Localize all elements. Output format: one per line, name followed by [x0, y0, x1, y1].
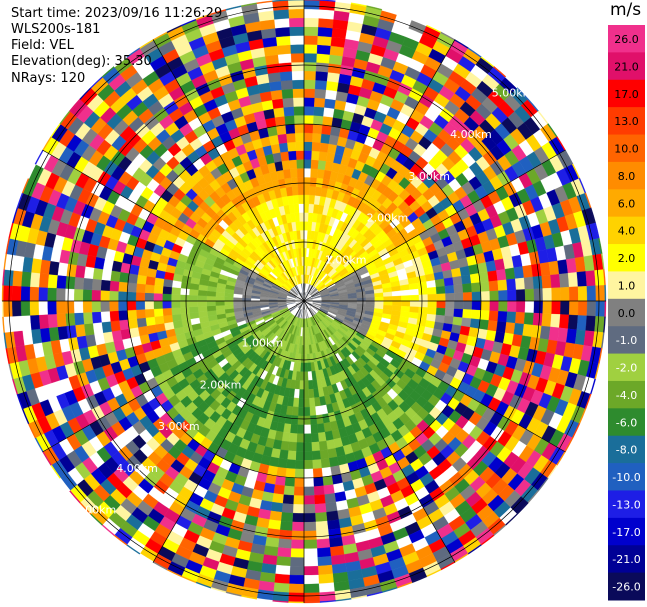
colorbar-tick-label: 1.0: [618, 279, 636, 292]
colorbar-tick-label: -6.0: [616, 416, 637, 429]
velocity-cell: [303, 0, 320, 1]
colorbar-tick-label: 13.0: [614, 115, 639, 128]
colorbar-tick-label: -8.0: [616, 444, 637, 457]
colorbar-tick-label: 26.0: [614, 33, 639, 46]
colorbar-tick-label: 21.0: [614, 60, 639, 73]
colorbar-tick-label: -10.0: [612, 471, 640, 484]
colorbar-tick-label: 6.0: [618, 197, 636, 210]
colorbar-tick-label: -4.0: [616, 389, 637, 402]
colorbar-tick-label: -21.0: [612, 553, 640, 566]
colorbar-tick-label: -13.0: [612, 498, 640, 511]
colorbar-tick-label: -26.0: [612, 581, 640, 594]
colorbar-tick-label: -17.0: [612, 526, 640, 539]
colorbar-tick-label: 4.0: [618, 225, 636, 238]
colorbar-tick-label: -2.0: [616, 362, 637, 375]
colorbar-tick-label: -1.0: [616, 334, 637, 347]
colorbar-tick-label: 2.0: [618, 252, 636, 265]
colorbar-tick-label: 10.0: [614, 143, 639, 156]
colorbar-tick-label: 8.0: [618, 170, 636, 183]
colorbar-tick-label: 17.0: [614, 88, 639, 101]
colorbar-tick-label: 0.0: [618, 307, 636, 320]
